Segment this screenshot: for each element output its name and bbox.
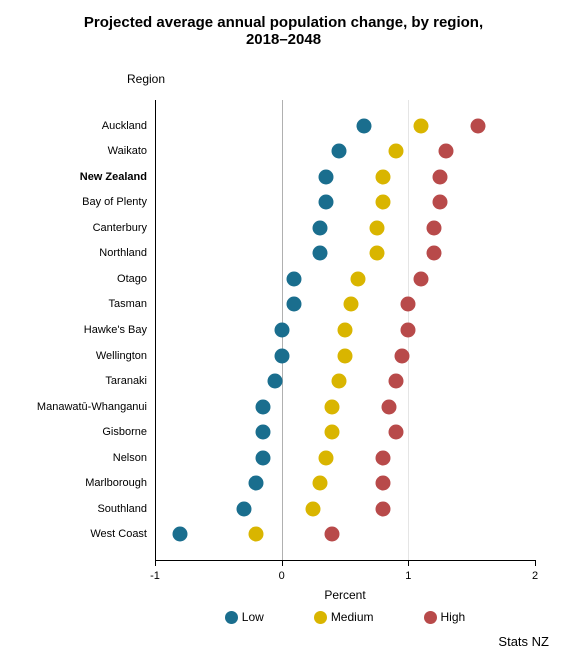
- dot-medium: [325, 399, 340, 414]
- x-tick: [155, 560, 156, 566]
- dot-medium: [376, 195, 391, 210]
- dot-medium: [319, 450, 334, 465]
- title-line-2: 2018–2048: [246, 31, 321, 48]
- dot-medium: [306, 501, 321, 516]
- dot-medium: [249, 527, 264, 542]
- chart-title: Projected average annual population chan…: [0, 14, 567, 49]
- dot-low: [287, 271, 302, 286]
- region-label: Nelson: [113, 452, 147, 464]
- region-label: Bay of Plenty: [82, 196, 147, 208]
- legend-label: Medium: [331, 610, 374, 624]
- x-tick: [282, 560, 283, 566]
- region-label: Canterbury: [93, 222, 147, 234]
- x-axis-title: Percent: [155, 588, 535, 602]
- dot-low: [319, 169, 334, 184]
- legend: Low Medium High: [155, 610, 535, 624]
- region-label: West Coast: [90, 528, 147, 540]
- dot-medium: [338, 348, 353, 363]
- region-label: Southland: [97, 503, 147, 515]
- legend-label: Low: [242, 610, 264, 624]
- x-tick-label: -1: [150, 570, 160, 582]
- dot-high: [401, 323, 416, 338]
- region-label: Taranaki: [105, 375, 147, 387]
- legend-dot-medium: [314, 611, 327, 624]
- dot-low: [268, 374, 283, 389]
- dot-high: [471, 118, 486, 133]
- legend-item-medium: Medium: [314, 610, 374, 624]
- dot-low: [236, 501, 251, 516]
- dot-medium: [369, 220, 384, 235]
- region-label: Northland: [99, 247, 147, 259]
- dot-medium: [338, 323, 353, 338]
- x-tick: [535, 560, 536, 566]
- dot-low: [312, 220, 327, 235]
- legend-dot-high: [424, 611, 437, 624]
- x-tick-label: 0: [279, 570, 285, 582]
- region-label: Tasman: [108, 298, 147, 310]
- dot-medium: [376, 169, 391, 184]
- dot-low: [274, 348, 289, 363]
- region-label: Wellington: [96, 350, 147, 362]
- y-axis-line: [155, 100, 156, 560]
- region-label: Otago: [117, 273, 147, 285]
- dot-medium: [414, 118, 429, 133]
- dot-high: [376, 501, 391, 516]
- dot-medium: [344, 297, 359, 312]
- x-tick-label: 2: [532, 570, 538, 582]
- legend-item-high: High: [424, 610, 466, 624]
- dot-low: [255, 450, 270, 465]
- dot-low: [331, 144, 346, 159]
- dot-high: [382, 399, 397, 414]
- dot-low: [274, 323, 289, 338]
- dot-medium: [388, 144, 403, 159]
- x-tick-label: 1: [405, 570, 411, 582]
- y-axis-title: Region: [127, 72, 165, 86]
- region-label: Auckland: [102, 120, 147, 132]
- dot-low: [357, 118, 372, 133]
- dot-high: [433, 169, 448, 184]
- dot-high: [426, 246, 441, 261]
- dot-low: [319, 195, 334, 210]
- x-axis-line: [155, 560, 535, 561]
- dot-high: [376, 450, 391, 465]
- dot-low: [173, 527, 188, 542]
- dot-high: [376, 476, 391, 491]
- legend-item-low: Low: [225, 610, 264, 624]
- source-label: Stats NZ: [498, 634, 549, 649]
- dot-high: [414, 271, 429, 286]
- dot-medium: [325, 425, 340, 440]
- region-label: New Zealand: [80, 171, 147, 183]
- x-tick: [408, 560, 409, 566]
- region-label: Waikato: [108, 145, 147, 157]
- title-line-1: Projected average annual population chan…: [84, 14, 483, 31]
- legend-dot-low: [225, 611, 238, 624]
- dot-medium: [331, 374, 346, 389]
- dot-medium: [312, 476, 327, 491]
- region-label: Hawke's Bay: [84, 324, 147, 336]
- dot-medium: [350, 271, 365, 286]
- region-label: Gisborne: [102, 426, 147, 438]
- chart-container: Projected average annual population chan…: [0, 0, 567, 664]
- dot-high: [388, 425, 403, 440]
- dot-high: [325, 527, 340, 542]
- plot-area: [155, 100, 535, 560]
- legend-label: High: [441, 610, 466, 624]
- dot-high: [439, 144, 454, 159]
- dot-high: [426, 220, 441, 235]
- dot-high: [401, 297, 416, 312]
- dot-high: [388, 374, 403, 389]
- dot-high: [433, 195, 448, 210]
- dot-low: [312, 246, 327, 261]
- dot-high: [395, 348, 410, 363]
- region-label: Marlborough: [85, 477, 147, 489]
- dot-low: [287, 297, 302, 312]
- dot-low: [255, 425, 270, 440]
- dot-low: [255, 399, 270, 414]
- dot-medium: [369, 246, 384, 261]
- region-label: Manawatū-Whanganui: [37, 401, 147, 413]
- dot-low: [249, 476, 264, 491]
